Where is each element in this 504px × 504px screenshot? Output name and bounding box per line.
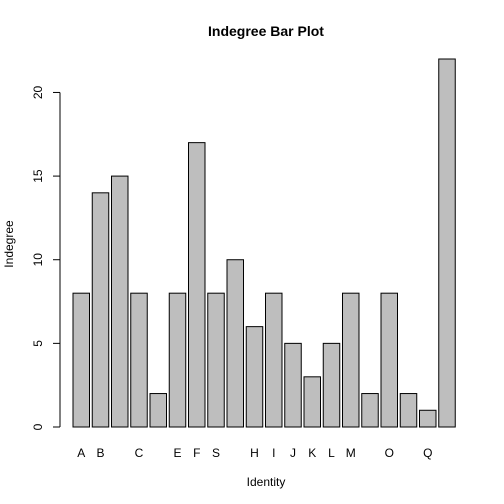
bars-group bbox=[72, 58, 456, 428]
x-tick-label-A: A bbox=[77, 446, 85, 460]
y-axis: 0 5 10 15 20 bbox=[31, 85, 61, 430]
bar-Q bbox=[419, 409, 437, 428]
bar-unlabeled-17 bbox=[399, 393, 418, 428]
y-tick-label-0: 0 bbox=[31, 423, 45, 430]
y-tick-label-5: 5 bbox=[31, 340, 45, 347]
x-tick-label-B: B bbox=[96, 446, 104, 460]
bar-I bbox=[265, 292, 283, 428]
x-tick-label-L: L bbox=[328, 446, 335, 460]
x-tick-label-I: I bbox=[272, 446, 275, 460]
x-tick-label-Q: Q bbox=[423, 446, 432, 460]
x-tick-label-M: M bbox=[346, 446, 356, 460]
y-tick-label-10: 10 bbox=[31, 253, 45, 267]
bar-F bbox=[188, 142, 206, 428]
bar-unlabeled-2 bbox=[111, 175, 129, 428]
x-axis-label: Identity bbox=[247, 475, 286, 489]
x-tick-label-H: H bbox=[250, 446, 259, 460]
bar-S bbox=[207, 292, 225, 428]
bar-A bbox=[72, 292, 90, 428]
y-tick-label-20: 20 bbox=[31, 85, 45, 99]
x-tick-label-J: J bbox=[290, 446, 296, 460]
bar-unlabeled-4 bbox=[149, 393, 167, 428]
bar-H bbox=[245, 326, 264, 428]
y-axis-label: Indegree bbox=[2, 220, 16, 268]
bar-C bbox=[130, 292, 148, 428]
bar-O bbox=[380, 292, 398, 428]
bar-L bbox=[322, 342, 341, 428]
x-tick-label-F: F bbox=[193, 446, 200, 460]
x-tick-label-S: S bbox=[212, 446, 220, 460]
chart-title: Indegree Bar Plot bbox=[208, 23, 324, 39]
x-tick-label-C: C bbox=[135, 446, 144, 460]
bar-B bbox=[91, 192, 110, 428]
x-tick-label-O: O bbox=[385, 446, 394, 460]
bar-E bbox=[168, 292, 187, 428]
bar-unlabeled-15 bbox=[361, 393, 379, 428]
bar-unlabeled-19 bbox=[438, 58, 456, 428]
bar-M bbox=[342, 292, 360, 428]
bar-unlabeled-8 bbox=[226, 259, 244, 428]
y-tick-label-15: 15 bbox=[31, 169, 45, 183]
x-tick-label-K: K bbox=[308, 446, 316, 460]
x-tick-label-E: E bbox=[173, 446, 181, 460]
bar-J bbox=[284, 342, 302, 428]
bar-K bbox=[303, 376, 321, 428]
